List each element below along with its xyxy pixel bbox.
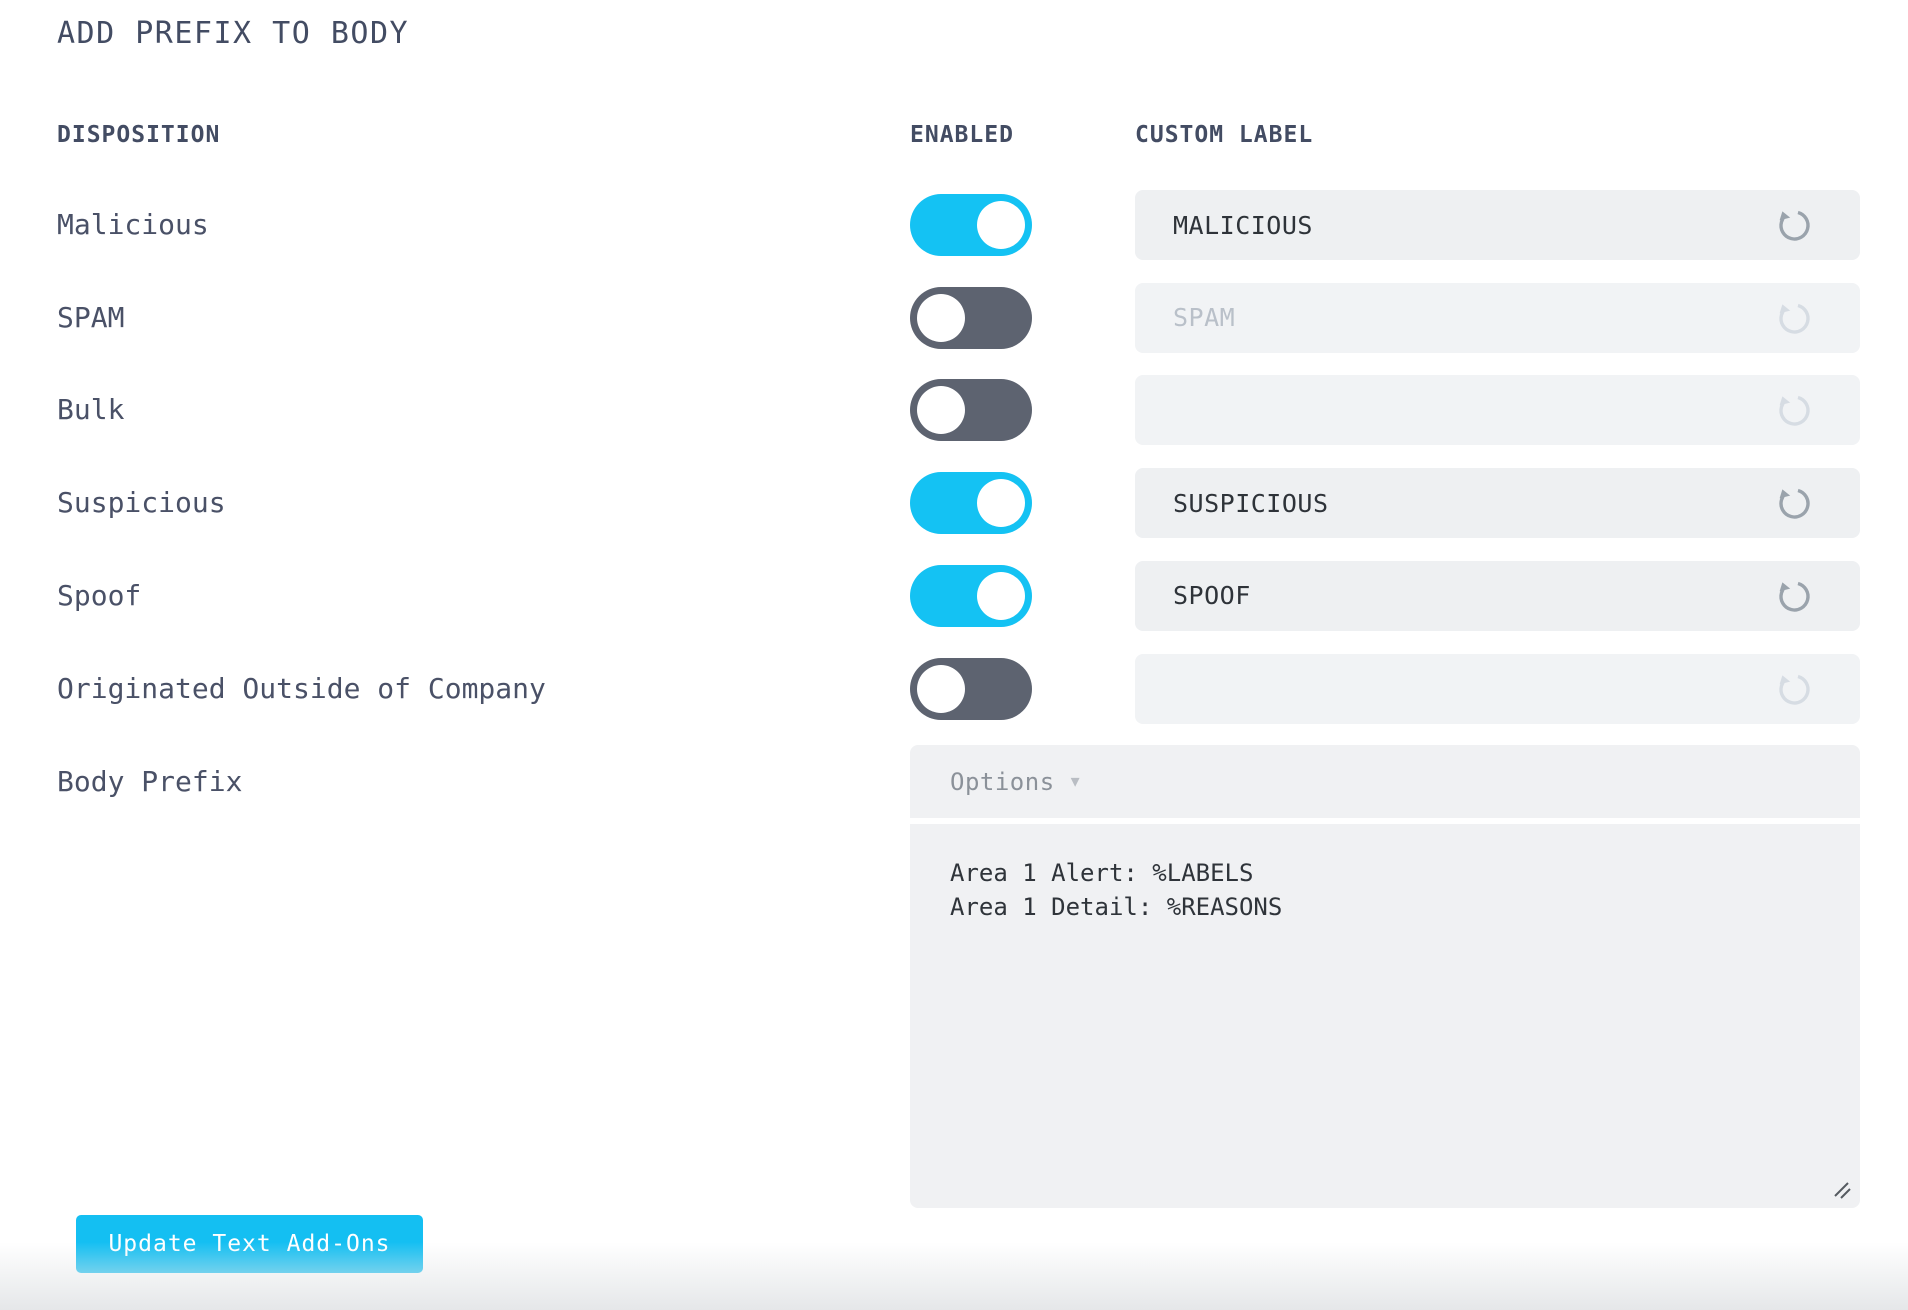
toggle-knob — [977, 201, 1025, 249]
reset-icon — [1779, 302, 1810, 334]
reset-icon — [1779, 210, 1810, 241]
enabled-toggle[interactable] — [910, 194, 1032, 256]
update-text-addons-button[interactable]: Update Text Add-Ons — [76, 1215, 423, 1273]
toggle-knob — [917, 664, 965, 713]
reset-button[interactable] — [1774, 669, 1814, 709]
reset-icon — [1779, 488, 1810, 519]
custom-label-field — [1135, 282, 1860, 353]
enabled-toggle[interactable] — [910, 564, 1032, 627]
custom-label-input[interactable] — [1173, 560, 1733, 631]
custom-label-input[interactable] — [1173, 375, 1733, 446]
custom-label-input[interactable] — [1173, 190, 1733, 260]
column-header-enabled: ENABLED — [910, 122, 1014, 148]
custom-label-input[interactable] — [1173, 653, 1733, 724]
reset-button[interactable] — [1774, 483, 1814, 523]
disposition-label: Bulk — [57, 393, 125, 427]
disposition-row: Bulk — [0, 375, 1908, 446]
reset-button[interactable] — [1774, 298, 1814, 338]
column-header-custom-label: CUSTOM LABEL — [1135, 122, 1314, 148]
custom-label-field — [1135, 468, 1860, 539]
disposition-label: Spoof — [57, 578, 142, 612]
enabled-toggle[interactable] — [910, 657, 1032, 720]
disposition-row: Malicious — [0, 190, 1908, 260]
reset-button[interactable] — [1774, 205, 1814, 245]
reset-icon — [1779, 673, 1810, 705]
disposition-label: Originated Outside of Company — [57, 671, 546, 705]
custom-label-field — [1135, 560, 1860, 631]
reset-icon — [1779, 581, 1810, 612]
custom-label-input[interactable] — [1173, 468, 1733, 539]
reset-button[interactable] — [1774, 576, 1814, 616]
custom-label-field — [1135, 375, 1860, 446]
custom-label-field — [1135, 190, 1860, 260]
toggle-knob — [977, 479, 1025, 528]
disposition-row: Spoof — [0, 560, 1908, 631]
enabled-toggle[interactable] — [910, 379, 1032, 442]
options-dropdown-label: Options — [950, 767, 1055, 796]
toggle-knob — [977, 571, 1025, 620]
enabled-toggle[interactable] — [910, 286, 1032, 349]
disposition-label: SPAM — [57, 300, 125, 334]
custom-label-input[interactable] — [1173, 282, 1733, 353]
custom-label-field — [1135, 653, 1860, 724]
body-prefix-editor: Area 1 Alert: %LABELS Area 1 Detail: %RE… — [910, 824, 1860, 1208]
column-header-disposition: DISPOSITION — [57, 122, 221, 148]
body-prefix-textarea[interactable]: Area 1 Alert: %LABELS Area 1 Detail: %RE… — [910, 824, 1860, 1208]
disposition-label: Suspicious — [57, 486, 226, 520]
toggle-knob — [917, 386, 965, 435]
reset-icon — [1779, 395, 1810, 427]
disposition-row: SPAM — [0, 282, 1908, 353]
resize-handle-icon[interactable] — [1831, 1179, 1853, 1201]
body-prefix-label: Body Prefix — [57, 765, 243, 798]
enabled-toggle[interactable] — [910, 472, 1032, 535]
disposition-row: Originated Outside of Company — [0, 653, 1908, 724]
disposition-label: Malicious — [57, 208, 209, 241]
page-title: ADD PREFIX TO BODY — [57, 16, 410, 51]
chevron-down-icon: ▾ — [1070, 771, 1080, 792]
toggle-knob — [917, 293, 965, 342]
options-dropdown[interactable]: Options ▾ — [910, 745, 1860, 818]
disposition-row: Suspicious — [0, 468, 1908, 539]
reset-button[interactable] — [1774, 390, 1814, 430]
